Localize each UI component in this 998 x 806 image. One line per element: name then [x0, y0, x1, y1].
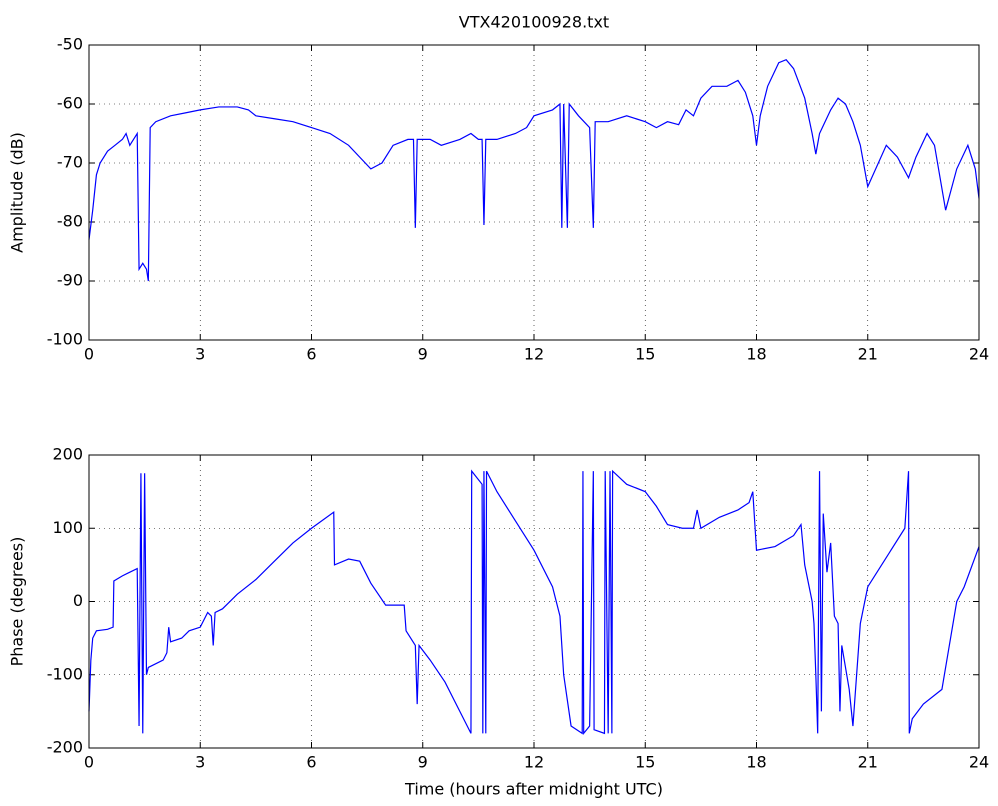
y-tick-label: 200: [52, 445, 83, 464]
x-tick-label: 0: [84, 345, 94, 364]
axes-frame: [88, 44, 980, 341]
y-tick-label: -100: [47, 330, 83, 349]
x-tick-label: 3: [195, 345, 205, 364]
x-tick-label: 0: [84, 753, 94, 772]
y-tick-label: 0: [73, 591, 83, 610]
x-tick-label: 15: [635, 753, 655, 772]
y-tick-label: -90: [57, 271, 83, 290]
x-tick-label: 6: [306, 753, 316, 772]
x-tick-label: 21: [858, 753, 878, 772]
y-axis-label: Amplitude (dB): [8, 132, 27, 253]
x-tick-label: 3: [195, 753, 205, 772]
x-axis-label: Time (hours after midnight UTC): [404, 780, 663, 799]
chart-title: VTX420100928.txt: [459, 13, 609, 32]
x-tick-label: 24: [969, 345, 989, 364]
x-tick-label: 18: [746, 345, 766, 364]
data-line: [88, 469, 980, 736]
y-axis-label: Phase (degrees): [8, 537, 27, 667]
x-tick-label: 9: [418, 345, 428, 364]
x-tick-label: 21: [858, 345, 878, 364]
y-tick-label: -80: [57, 212, 83, 231]
x-tick-label: 15: [635, 345, 655, 364]
y-tick-label: -50: [57, 35, 83, 54]
data-line: [88, 59, 980, 282]
x-tick-label: 12: [524, 345, 544, 364]
x-tick-label: 18: [746, 753, 766, 772]
y-tick-label: -200: [47, 738, 83, 757]
y-tick-label: -70: [57, 153, 83, 172]
axes-frame: [88, 454, 980, 749]
x-tick-label: 12: [524, 753, 544, 772]
x-tick-label: 6: [306, 345, 316, 364]
x-tick-label: 9: [418, 753, 428, 772]
x-tick-label: 24: [969, 753, 989, 772]
y-tick-label: -100: [47, 664, 83, 683]
y-tick-label: 100: [52, 518, 83, 537]
y-tick-label: -60: [57, 94, 83, 113]
